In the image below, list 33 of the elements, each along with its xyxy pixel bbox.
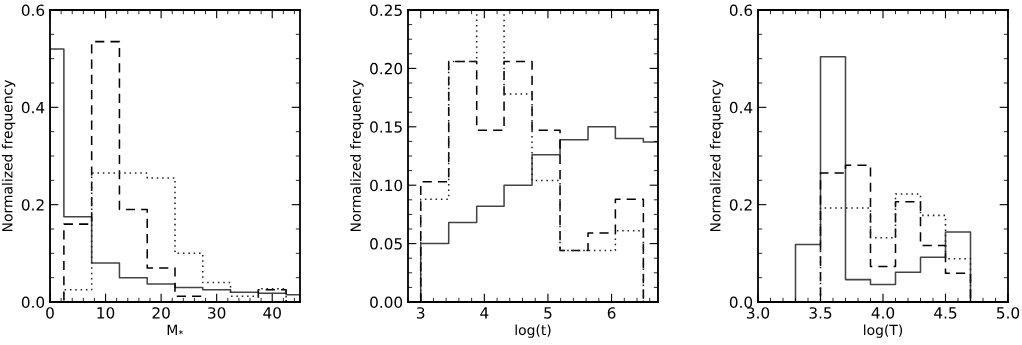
x-tick-label: 4.5 [934, 307, 957, 319]
y-tick-label: 0.10 [370, 179, 403, 192]
x-tick-label: 6 [607, 307, 616, 319]
x-tick-label: 4 [480, 307, 489, 319]
y-axis-title: Normalized frequency [709, 80, 724, 232]
x-tick-label: 5.0 [997, 307, 1020, 319]
y-tick-label: 0.05 [370, 238, 402, 250]
x-tick-label: 40 [263, 307, 281, 319]
x-tick-label: 20 [152, 307, 170, 319]
x-axis-title: log(t) [515, 324, 551, 338]
y-tick-label: 0.4 [21, 101, 45, 114]
x-axis-title: log(T) [864, 324, 903, 338]
y-tick-label: 0.4 [729, 101, 753, 114]
y-axis-title: Normalized frequency [1, 80, 16, 232]
x-tick-label: 3.0 [747, 307, 770, 319]
x-tick-label: 10 [97, 307, 115, 319]
y-tick-label: 0.0 [21, 296, 45, 309]
x-tick-label: 4.0 [871, 307, 895, 319]
y-axis-title: Normalized frequency [350, 80, 364, 232]
x-tick-label: 0 [46, 307, 54, 319]
x-tick-label: 3 [417, 307, 425, 319]
x-tick-label: 30 [208, 307, 226, 319]
y-tick-label: 0.2 [21, 199, 44, 211]
y-tick-label: 0.15 [370, 121, 402, 133]
y-tick-label: 0.6 [21, 4, 45, 17]
y-tick-label: 0.6 [729, 4, 753, 17]
x-tick-label: 5 [544, 307, 552, 319]
x-axis-title: M$_{*}$ [167, 324, 184, 335]
x-tick-label: 3.5 [809, 307, 832, 319]
y-tick-label: 0.00 [370, 296, 403, 309]
y-tick-label: 0.20 [370, 62, 403, 75]
y-tick-label: 0.25 [370, 4, 402, 17]
y-tick-label: 0.2 [729, 199, 752, 211]
